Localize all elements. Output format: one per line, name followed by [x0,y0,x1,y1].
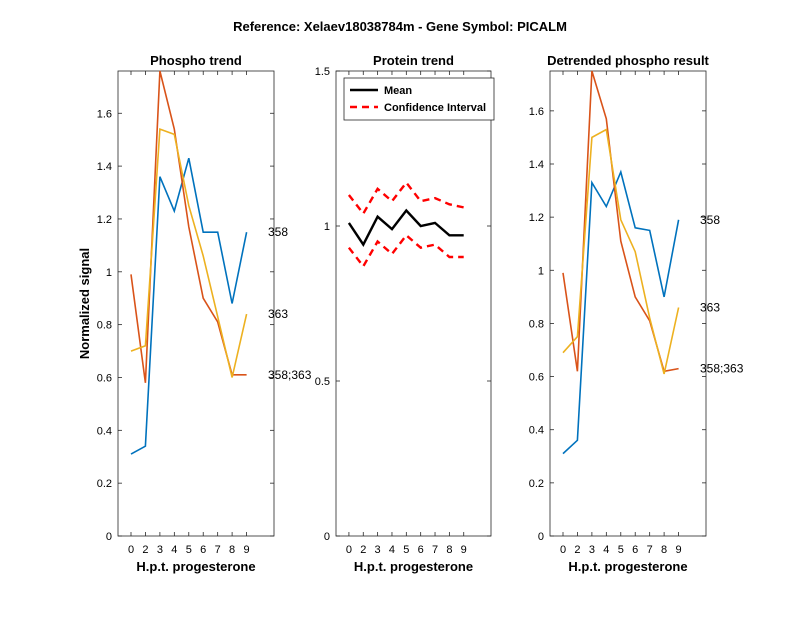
panel3-series-end-label: 363 [700,300,720,314]
panel3-xtick-label: 0 [560,544,566,556]
panel2-legend-label: Mean [384,85,412,97]
panel3-xtick-label: 5 [618,544,624,556]
panel3-ytick-label: 1 [538,265,544,277]
panel3-title: Detrended phospho result [547,53,709,68]
panel1-xlabel: H.p.t. progesterone [136,559,255,574]
panel2-axes-box [335,70,492,537]
panel2-xtick-label: 2 [360,544,366,556]
panel1-axes-box [117,70,275,537]
panel1-ytick-label: 0.6 [97,372,112,384]
panel3-series-line-358 [562,169,680,455]
panel2-series-line-mean [347,208,464,247]
panel2-xtick-label: 8 [446,544,452,556]
panel1-ytick-label: 0.8 [97,320,112,332]
panel1-xtick-label: 6 [200,544,206,556]
figure-suptitle: Reference: Xelaev18038784m - Gene Symbol… [233,19,567,34]
panel1-title: Phospho trend [150,53,242,68]
panel3-ytick-label: 0.6 [529,372,544,384]
panel3-xtick-label: 3 [589,544,595,556]
panel2-xtick-label: 0 [346,544,352,556]
panel3-xtick-label: 7 [647,544,653,556]
panel2-ytick-label: 0 [324,531,330,543]
panel2-xtick-label: 7 [432,544,438,556]
panel2-legend-box [343,77,495,121]
panel1-xtick-label: 8 [229,544,235,556]
panel1-xtick-label: 2 [142,544,148,556]
panel1-ylabel: Normalized signal [77,248,92,359]
panel2-xtick-label: 4 [389,544,395,556]
panel1-xtick-label: 0 [128,544,134,556]
panel2-legend-label: Confidence Interval [384,102,486,114]
panel1-series-end-label: 358;363 [268,368,312,382]
panel3-xlabel: H.p.t. progesterone [568,559,687,574]
panel3-ytick-label: 1.6 [529,106,544,118]
panel1-series-line-358-363 [130,70,247,383]
panel1-ytick-label: 0.2 [97,478,112,490]
panel1-ytick-label: 1.6 [97,108,112,120]
panel3-xtick-label: 9 [675,544,681,556]
panel1-series-line-358 [130,157,248,455]
panel3-xtick-label: 8 [661,544,667,556]
panel3-xtick-label: 2 [574,544,580,556]
panel2-ytick-label: 1 [324,221,330,233]
panel1-xtick-label: 4 [171,544,177,556]
panel3-series-line-363 [562,128,680,375]
panel1-xtick-label: 5 [186,544,192,556]
panel1-series-line-363 [130,127,248,378]
panel2-xtick-label: 5 [403,544,409,556]
panel3-ytick-label: 1.2 [529,212,544,224]
panel2-xtick-label: 3 [375,544,381,556]
panel1-series-end-label: 358 [268,225,288,239]
panel3-series-end-label: 358;363 [700,362,744,376]
panel3-ytick-label: 0.8 [529,318,544,330]
panel1-ytick-label: 0.4 [97,425,112,437]
panel2-ytick-label: 0.5 [315,376,330,388]
panel3-ytick-label: 0.2 [529,478,544,490]
panel1-series-end-label: 363 [268,307,288,321]
panel1-ytick-label: 1 [106,267,112,279]
panel2-xtick-label: 6 [418,544,424,556]
panel3-xtick-label: 6 [632,544,638,556]
panel3-axes-box [549,70,707,537]
panel1-ytick-label: 1.2 [97,214,112,226]
panel3-ytick-label: 1.4 [529,159,544,171]
panel2-title: Protein trend [373,53,454,68]
panel1-ytick-label: 0 [106,531,112,543]
panel3-series-end-label: 358 [700,213,720,227]
panel1-ytick-label: 1.4 [97,161,112,173]
panel1-xtick-label: 9 [243,544,249,556]
panel3-ytick-label: 0 [538,531,544,543]
panel2-xtick-label: 9 [461,544,467,556]
panel1-xtick-label: 3 [157,544,163,556]
panel3-xtick-label: 4 [603,544,609,556]
panel3-ytick-label: 0.4 [529,425,544,437]
panel2-ytick-label: 1.5 [315,66,330,78]
panel1-xtick-label: 7 [215,544,221,556]
panel2-xlabel: H.p.t. progesterone [354,559,473,574]
